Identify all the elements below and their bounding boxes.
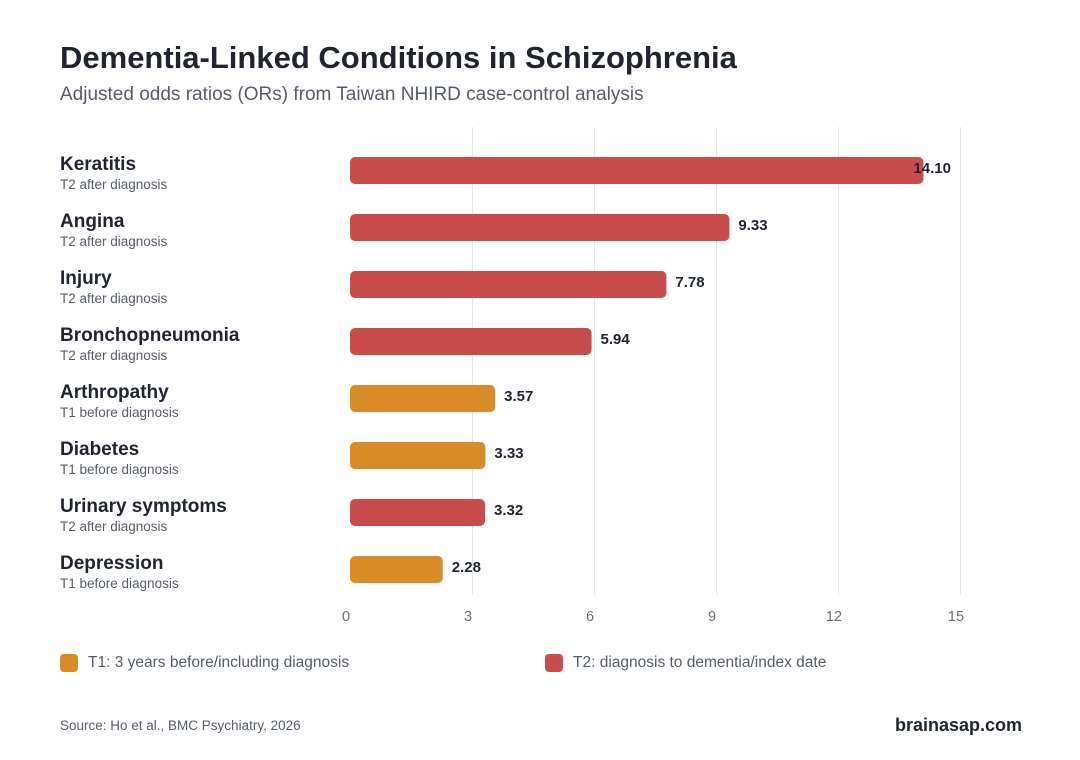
bar [350, 157, 924, 184]
legend-item-t1: T1: 3 years before/including diagnosis [60, 654, 349, 672]
value-label: 3.32 [494, 502, 523, 519]
bar [350, 499, 486, 526]
category-label: Angina [60, 211, 125, 232]
category-label: Bronchopneumonia [60, 325, 240, 346]
category-label: Arthropathy [60, 382, 169, 403]
x-tick-label: 0 [342, 609, 350, 625]
bar [350, 442, 486, 469]
bar [350, 271, 667, 298]
category-period-label: T2 after diagnosis [60, 291, 168, 306]
category-period-label: T1 before diagnosis [60, 405, 179, 420]
category-label: Injury [60, 268, 112, 289]
value-label: 3.57 [504, 388, 533, 405]
legend-label-t1: T1: 3 years before/including diagnosis [88, 654, 350, 671]
category-period-label: T2 after diagnosis [60, 519, 168, 534]
bar-chart: 0 3 6 9 12 15 Keratitis T2 after diagnosis 14.10… [60, 127, 964, 625]
category-label: Urinary symptoms [60, 496, 227, 517]
bar [350, 328, 592, 355]
legend-swatch-t2 [545, 654, 563, 672]
value-label: 5.94 [601, 331, 631, 348]
value-label: 3.33 [494, 445, 523, 462]
x-tick-label: 9 [708, 609, 716, 625]
x-tick-label: 12 [826, 609, 842, 625]
value-label: 2.28 [452, 559, 481, 576]
legend-swatch-t1 [60, 654, 78, 672]
category-period-label: T2 after diagnosis [60, 348, 168, 363]
brand-name: brainasap.com [894, 715, 1022, 735]
category-label: Diabetes [60, 439, 139, 460]
value-label: 7.78 [675, 274, 704, 291]
category-period-label: T2 after diagnosis [60, 234, 168, 249]
legend-item-t2: T2: diagnosis to dementia/index date [545, 654, 826, 672]
x-tick-label: 15 [948, 609, 964, 625]
category-period-label: T1 before diagnosis [60, 576, 179, 591]
category-label: Keratitis [60, 154, 136, 175]
bar [350, 556, 443, 583]
bar [350, 214, 730, 241]
source-note: Source: Ho et al., BMC Psychiatry, 2026 [60, 718, 301, 733]
value-label: 14.10 [913, 160, 951, 177]
value-label: 9.33 [738, 217, 767, 234]
legend-label-t2: T2: diagnosis to dementia/index date [573, 654, 827, 671]
chart-title: Dementia-Linked Conditions in Schizophre… [60, 40, 737, 75]
category-period-label: T1 before diagnosis [60, 462, 179, 477]
chart-subtitle: Adjusted odds ratios (ORs) from Taiwan N… [60, 84, 644, 105]
category-period-label: T2 after diagnosis [60, 177, 168, 192]
x-tick-label: 6 [586, 609, 594, 625]
bar [350, 385, 496, 412]
x-tick-label: 3 [464, 609, 472, 625]
category-label: Depression [60, 553, 163, 574]
